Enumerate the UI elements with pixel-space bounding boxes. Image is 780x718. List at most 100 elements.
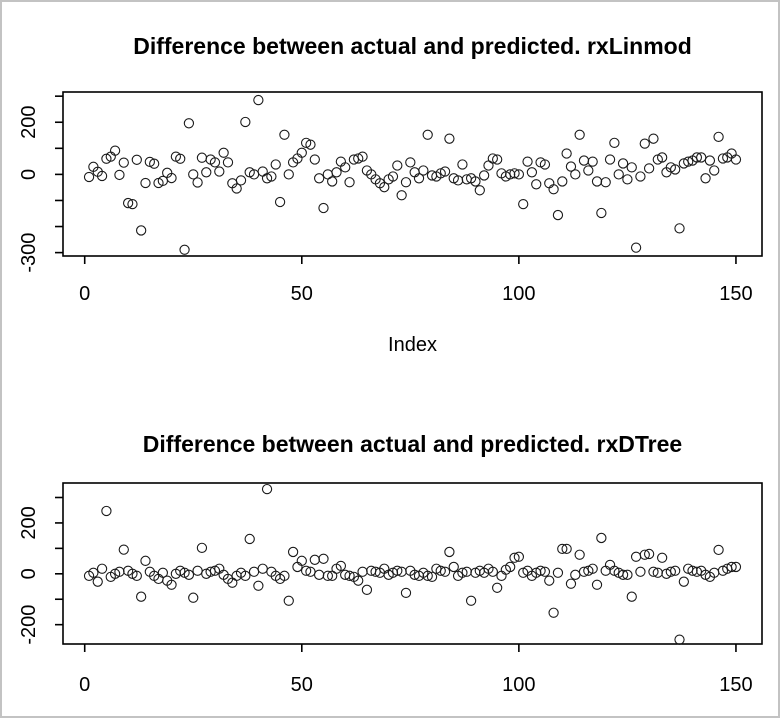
data-point	[305, 139, 316, 150]
data-point	[630, 551, 642, 562]
data-point	[253, 94, 264, 106]
data-point	[179, 244, 190, 255]
data-point	[309, 154, 320, 165]
data-point	[192, 565, 203, 576]
data-point	[635, 566, 646, 577]
data-point	[617, 569, 629, 580]
data-point	[730, 154, 742, 165]
data-point	[166, 579, 177, 590]
data-point	[648, 566, 659, 577]
data-point	[300, 137, 312, 148]
data-point	[713, 544, 724, 556]
data-point	[253, 580, 264, 591]
data-point	[678, 576, 690, 587]
x-axis-title-index: Index	[388, 334, 437, 356]
data-point	[257, 563, 268, 574]
data-point	[548, 184, 559, 195]
data-point	[318, 553, 329, 564]
data-point	[591, 176, 603, 187]
data-point	[218, 147, 229, 158]
data-point	[513, 169, 525, 180]
data-point	[544, 178, 555, 189]
data-point	[539, 566, 551, 577]
data-point	[344, 570, 355, 581]
data-point	[522, 156, 533, 167]
data-point	[435, 565, 446, 576]
data-point	[552, 567, 564, 578]
data-point	[574, 549, 585, 560]
data-point	[296, 555, 307, 566]
data-point	[222, 157, 234, 168]
data-point	[704, 155, 716, 166]
data-point	[166, 172, 177, 184]
data-point	[140, 177, 151, 189]
data-point	[730, 561, 742, 573]
data-point	[496, 570, 507, 581]
data-point	[583, 165, 594, 176]
data-point	[726, 561, 737, 573]
data-point	[283, 169, 294, 180]
data-point	[596, 532, 607, 544]
data-point	[565, 578, 577, 589]
data-point	[474, 185, 485, 196]
data-point	[387, 171, 399, 182]
data-point	[622, 569, 633, 580]
data-point	[639, 138, 650, 149]
data-point	[691, 152, 703, 163]
data-point	[557, 543, 568, 555]
data-point	[444, 133, 455, 144]
data-point	[379, 182, 390, 193]
data-point	[609, 137, 620, 148]
data-point	[188, 169, 199, 180]
data-point	[531, 179, 542, 190]
data-point	[709, 165, 720, 176]
data-point	[700, 173, 711, 184]
data-point	[396, 190, 407, 201]
data-point	[526, 167, 538, 178]
data-point	[287, 546, 299, 558]
data-point	[296, 147, 307, 158]
data-point	[83, 171, 95, 183]
data-point	[392, 565, 403, 576]
data-point	[361, 584, 373, 595]
data-point	[513, 551, 525, 562]
data-point	[409, 167, 420, 178]
data-point	[426, 571, 438, 583]
x-tick-label: 150	[719, 283, 752, 305]
data-point	[674, 634, 685, 645]
data-point	[505, 561, 516, 573]
data-point	[270, 159, 281, 170]
data-point	[405, 157, 416, 168]
data-point	[413, 173, 425, 184]
data-point	[548, 607, 559, 618]
data-point	[131, 570, 142, 581]
data-point	[118, 544, 129, 555]
data-point	[561, 543, 572, 555]
x-tick-label: 150	[719, 674, 752, 696]
data-point	[587, 563, 598, 574]
data-point	[344, 177, 355, 188]
data-point	[209, 157, 221, 168]
data-point	[144, 156, 155, 168]
data-point	[353, 575, 364, 586]
data-point	[235, 175, 247, 186]
data-point	[465, 595, 477, 606]
data-point	[435, 168, 446, 179]
data-point	[279, 570, 290, 581]
data-point	[509, 552, 520, 563]
data-point	[135, 591, 147, 602]
data-point	[183, 569, 195, 580]
data-point	[570, 169, 581, 180]
data-point	[244, 533, 255, 545]
data-point	[231, 183, 242, 194]
data-point	[596, 207, 607, 219]
data-point	[487, 153, 498, 164]
data-point	[214, 166, 225, 177]
data-point	[591, 579, 603, 590]
chart-title-rxdtree: Difference between actual and predicted.…	[142, 431, 683, 457]
x-tick-label: 50	[291, 674, 313, 696]
data-point	[175, 153, 186, 164]
data-point	[717, 153, 729, 164]
data-point	[283, 595, 294, 606]
data-point	[327, 176, 338, 187]
